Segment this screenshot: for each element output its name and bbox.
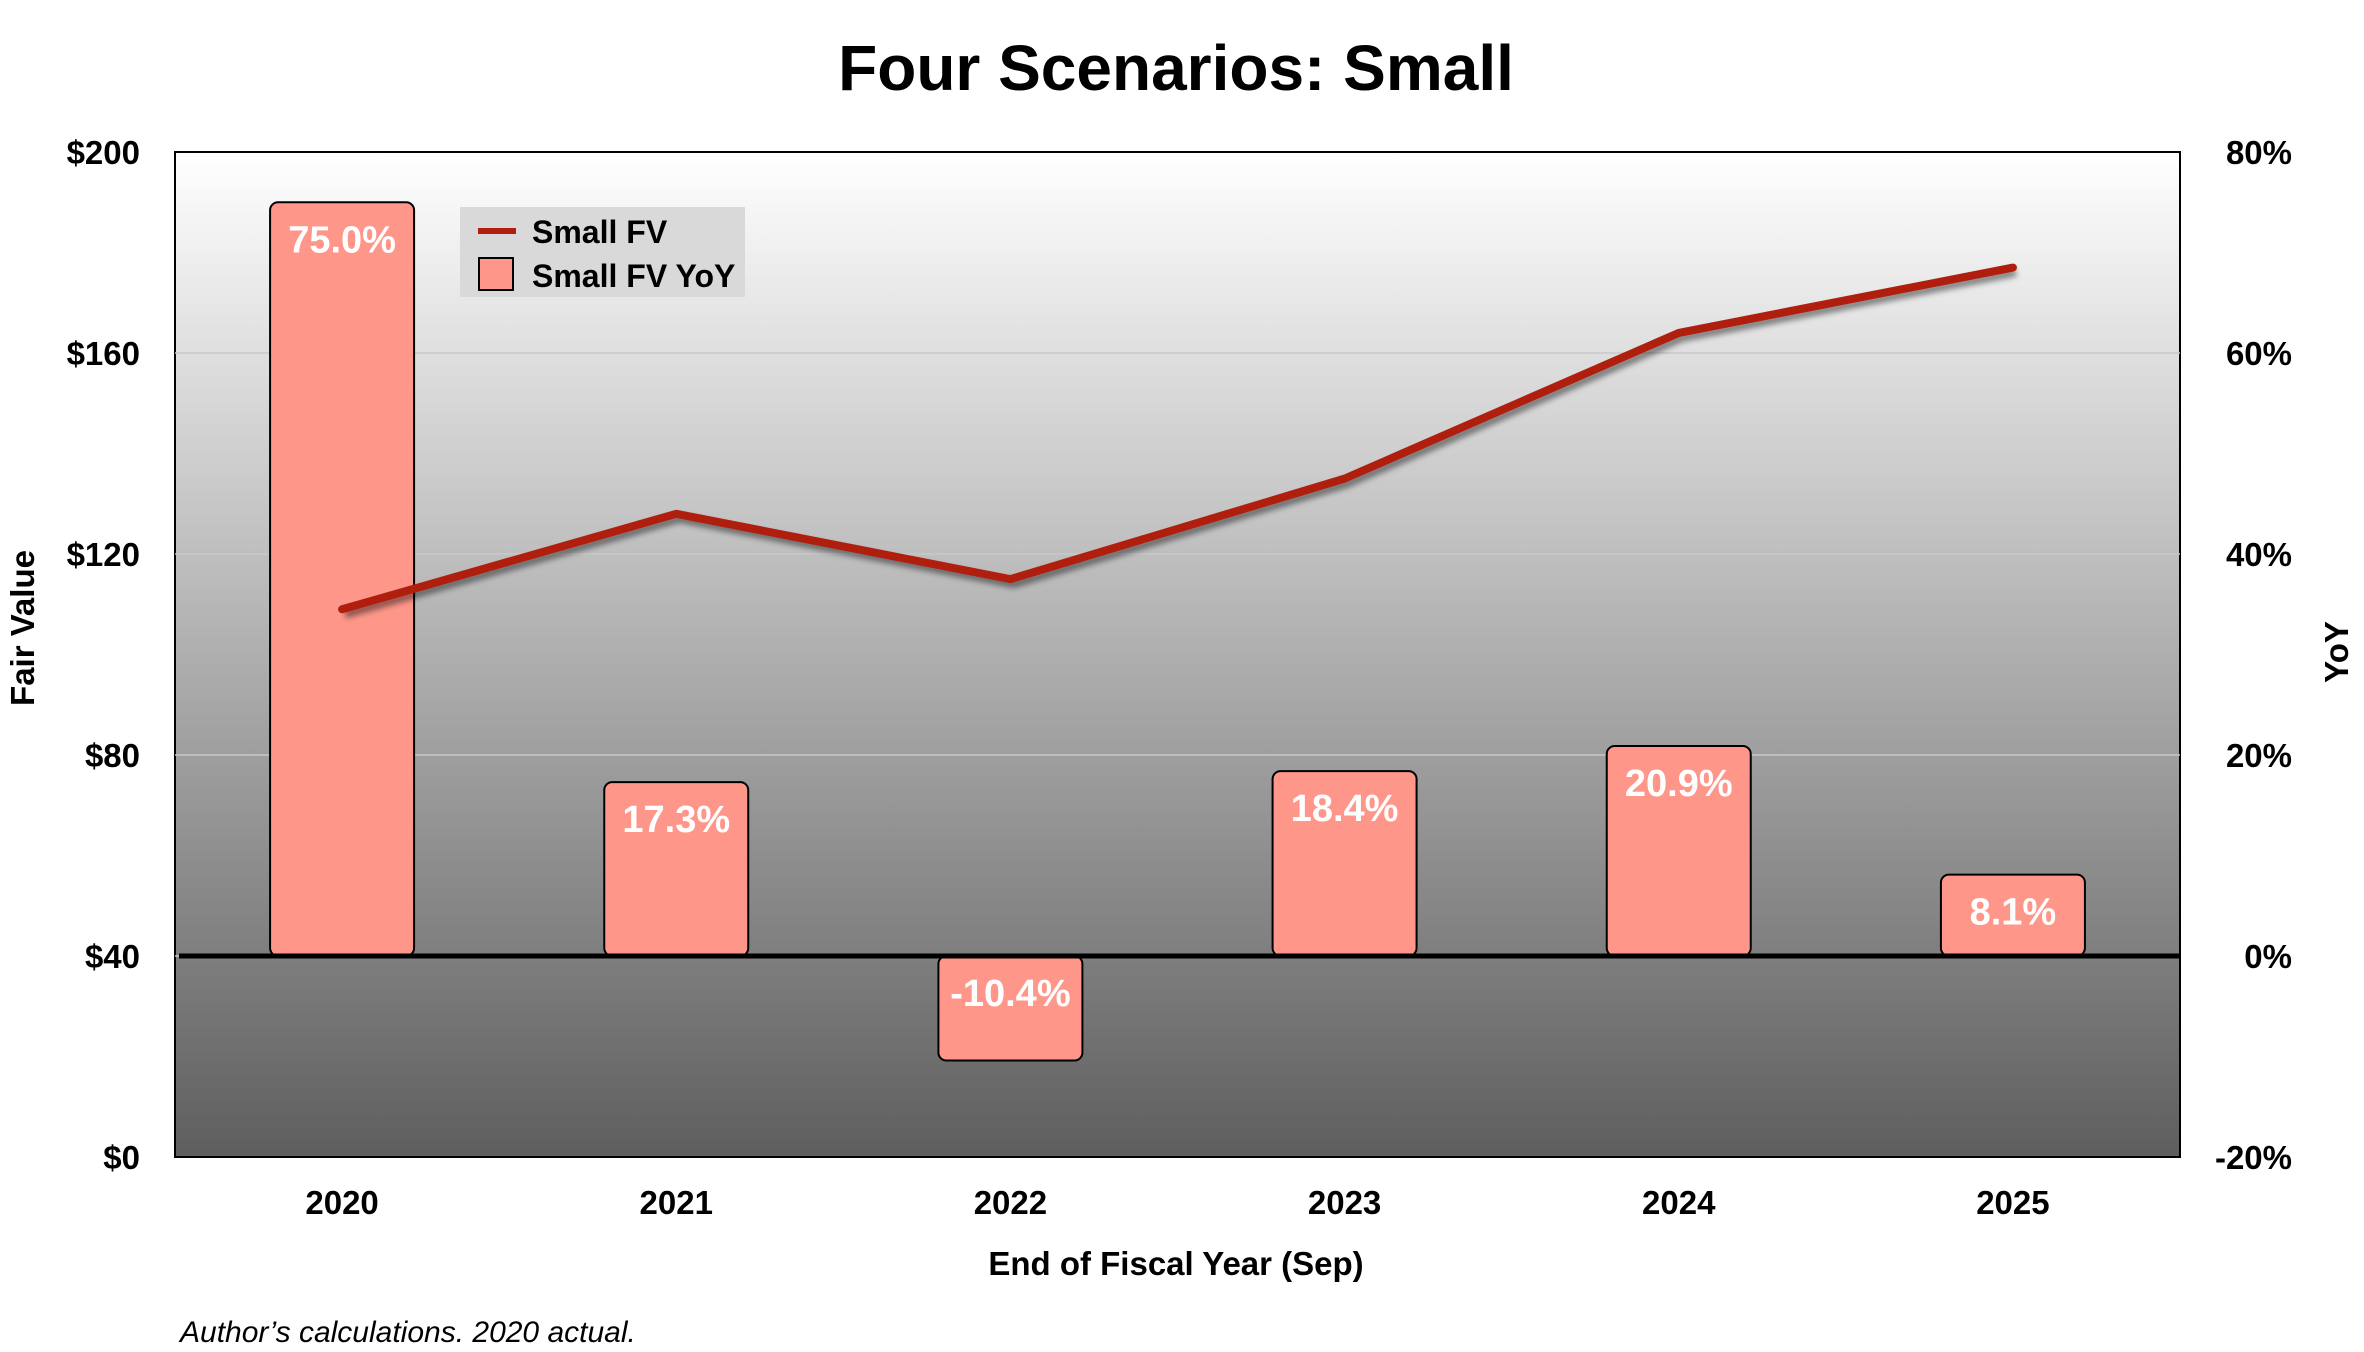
legend-entry-small-fv: Small FV [532, 214, 668, 250]
bar-data-label: 75.0% [288, 219, 396, 261]
x-axis-label: End of Fiscal Year (Sep) [988, 1245, 1363, 1282]
x-axis-ticks: 2020 2021 2022 2023 2024 2025 [305, 1184, 2049, 1221]
y2-tick-label: 60% [2226, 335, 2292, 372]
yoy-bar [269, 201, 416, 957]
y-tick-label: $40 [85, 938, 140, 975]
bar-data-label: -10.4% [950, 973, 1070, 1015]
x-tick-label: 2025 [1976, 1184, 2049, 1221]
y-tick-label: $200 [67, 134, 140, 171]
bar-data-label: 8.1% [1970, 892, 2057, 934]
y2-tick-label: 80% [2226, 134, 2292, 171]
fair-value-line [338, 263, 2017, 619]
bar-data-label: 17.3% [622, 799, 730, 841]
legend: Small FV Small FV YoY [460, 207, 745, 297]
y2-tick-label: -20% [2215, 1139, 2292, 1176]
fair-value-line-shadow [343, 268, 2017, 619]
y-tick-label: $0 [103, 1139, 140, 1176]
x-tick-label: 2022 [974, 1184, 1047, 1221]
plot-area [174, 151, 2181, 1158]
legend-entry-small-fv-yoy: Small FV YoY [532, 258, 735, 294]
y-axis-right-ticks: -20% 0% 20% 40% 60% 80% [2215, 134, 2292, 1176]
source-note: Author’s calculations. 2020 actual. [178, 1316, 636, 1349]
y-axis-left-label: Fair Value [4, 550, 41, 706]
bar-data-label: 20.9% [1625, 763, 1733, 805]
fair-value-line-path [338, 263, 2017, 614]
x-tick-label: 2023 [1308, 1184, 1381, 1221]
y2-tick-label: 40% [2226, 536, 2292, 573]
y-axis-right-label: YoY [2318, 621, 2355, 683]
x-tick-label: 2021 [640, 1184, 713, 1221]
legend-bar-swatch [478, 257, 514, 291]
y2-tick-label: 20% [2226, 737, 2292, 774]
bar-data-label: 18.4% [1291, 788, 1399, 830]
x-tick-label: 2024 [1642, 1184, 1716, 1221]
y2-tick-label: 0% [2244, 938, 2292, 975]
bar-data-labels: 75.0% 17.3% -10.4% 18.4% 20.9% 8.1% [288, 219, 2056, 1015]
y-tick-label: $120 [67, 536, 140, 573]
x-tick-label: 2020 [305, 1184, 378, 1221]
yoy-bars [269, 201, 2086, 1062]
y-tick-label: $80 [85, 737, 140, 774]
y-axis-left-ticks: $0 $40 $80 $120 $160 $200 [67, 134, 140, 1176]
chart-title: Four Scenarios: Small [838, 32, 1514, 104]
y-tick-label: $160 [67, 335, 140, 372]
